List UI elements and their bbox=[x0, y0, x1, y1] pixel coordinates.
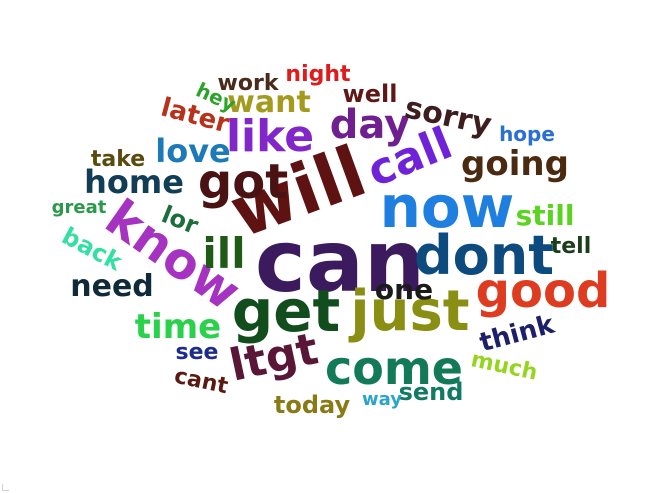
word-time: time bbox=[134, 307, 222, 347]
word-today: today bbox=[273, 391, 351, 419]
word-just: just bbox=[350, 279, 470, 344]
corner-mark bbox=[2, 484, 9, 491]
word-take: take bbox=[90, 147, 146, 172]
word-get: get bbox=[231, 277, 341, 345]
word-great: great bbox=[51, 197, 107, 218]
word-well: well bbox=[342, 80, 398, 108]
word-come: come bbox=[325, 341, 463, 395]
word-now: now bbox=[379, 173, 515, 241]
word-work: work bbox=[217, 71, 279, 96]
word-love: love bbox=[155, 132, 231, 170]
word-send: send bbox=[398, 378, 464, 406]
word-cant: cant bbox=[172, 363, 231, 400]
word-want: want bbox=[227, 85, 311, 120]
word-good: good bbox=[475, 263, 611, 319]
word-day: day bbox=[329, 102, 411, 148]
word-can: can bbox=[254, 212, 426, 312]
word-going: going bbox=[461, 144, 569, 184]
word-dont: dont bbox=[413, 224, 555, 287]
word-way: way bbox=[362, 389, 402, 410]
word-need: need bbox=[70, 269, 154, 304]
word-ill: ill bbox=[202, 229, 246, 278]
word-one: one bbox=[374, 273, 434, 306]
word-much: much bbox=[468, 347, 540, 386]
word-night: night bbox=[285, 62, 351, 87]
word-see: see bbox=[175, 340, 219, 365]
word-hope: hope bbox=[499, 122, 555, 146]
word-like: like bbox=[225, 111, 315, 162]
word-home: home bbox=[84, 163, 184, 201]
word-tell: tell bbox=[550, 234, 592, 259]
word-got: got bbox=[197, 154, 289, 210]
word-still: still bbox=[515, 199, 575, 232]
